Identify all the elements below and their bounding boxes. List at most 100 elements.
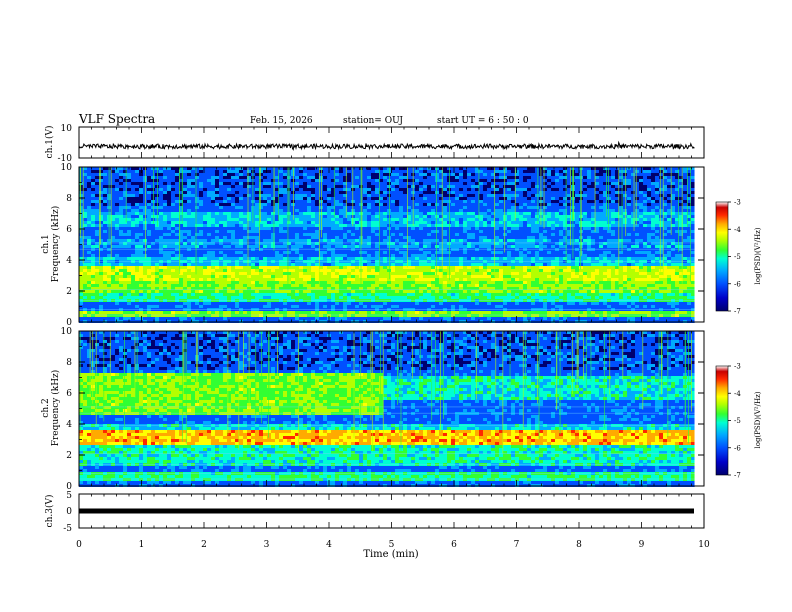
spectrogram-cell [435, 176, 439, 179]
spectrogram-cell [235, 167, 239, 170]
spectrogram-cell [131, 197, 135, 200]
start-ut-label: start UT = 6 : 50 : 0 [437, 116, 529, 126]
spectrogram-cell [235, 245, 239, 248]
spectrogram-cell [99, 311, 103, 314]
spectrogram-cell [359, 290, 363, 293]
spectrogram-cell [203, 314, 207, 317]
spectrogram-cell [287, 233, 291, 236]
spectrogram-cell [383, 194, 387, 197]
spectrogram-cell [191, 218, 195, 221]
spectrogram-cell [227, 170, 231, 173]
spectrogram-cell [175, 176, 179, 179]
spectrogram-cell [327, 233, 331, 236]
spectrogram-cell [447, 194, 451, 197]
spectrogram-cell [319, 179, 323, 182]
spectrogram-cell [243, 185, 247, 188]
spectrogram-cell [155, 281, 159, 284]
spectrogram-cell [363, 275, 367, 278]
spectrogram-cell [435, 281, 439, 284]
spectrogram-cell [175, 203, 179, 206]
spectrogram-cell [427, 257, 431, 260]
spectrogram-cell [171, 302, 175, 305]
spectrogram-cell [339, 284, 343, 287]
spectrogram-cell [447, 248, 451, 251]
spectrogram-cell [267, 224, 271, 227]
spectrogram-cell [291, 269, 295, 272]
spectrogram-cell [339, 188, 343, 191]
spectrogram-cell [95, 248, 99, 251]
spectrogram-cell [87, 305, 91, 308]
spectrogram-cell [223, 215, 227, 218]
spectrogram-cell [83, 170, 87, 173]
spectrogram-cell [103, 236, 107, 239]
spectrogram-cell [247, 230, 251, 233]
spectrogram-cell [451, 176, 455, 179]
spectrogram-cell [151, 266, 155, 269]
spectrogram-cell [415, 278, 419, 281]
spectrogram-cell [435, 206, 439, 209]
spectrogram-cell [163, 212, 167, 215]
spectrogram-cell [427, 305, 431, 308]
spectrogram-cell [407, 272, 411, 275]
spectrogram-cell [335, 287, 339, 290]
spectrogram-cell [139, 170, 143, 173]
spectrogram-cell [283, 203, 287, 206]
spectrogram-cell [167, 182, 171, 185]
spectrogram-cell [223, 203, 227, 206]
spectrogram-cell [439, 221, 443, 224]
spectrogram-cell [223, 179, 227, 182]
spectrogram-cell [267, 248, 271, 251]
spectrogram-cell [263, 296, 267, 299]
spectrogram-cell [307, 245, 311, 248]
spectrogram-cell [419, 236, 423, 239]
spectrogram-cell [315, 305, 319, 308]
spectrogram-cell [179, 203, 183, 206]
spectrogram-cell [347, 170, 351, 173]
spectrogram-cell [315, 263, 319, 266]
spectrogram-cell [283, 191, 287, 194]
spectrogram-cell [135, 254, 139, 257]
spectrogram-cell [387, 302, 391, 305]
spectrogram-cell [311, 197, 315, 200]
spectrogram-cell [383, 167, 387, 170]
spectrogram-cell [447, 278, 451, 281]
spectrogram-cell [355, 248, 359, 251]
spectrogram-cell [87, 311, 91, 314]
spectrogram-cell [319, 254, 323, 257]
spectrogram-cell [175, 233, 179, 236]
spectrogram-cell [191, 290, 195, 293]
spectrogram-cell [435, 302, 439, 305]
spectrogram-cell [271, 215, 275, 218]
spectrogram-cell [259, 254, 263, 257]
spectrogram-cell [111, 230, 115, 233]
spectrogram-cell [303, 185, 307, 188]
spectrogram-cell [183, 194, 187, 197]
spectrogram-cell [391, 266, 395, 269]
spectrogram-cell [163, 242, 167, 245]
spectrogram-cell [87, 185, 91, 188]
spectrogram-cell [223, 302, 227, 305]
spectrogram-cell [427, 281, 431, 284]
spectrogram-cell [195, 266, 199, 269]
spectrogram-cell [127, 197, 131, 200]
spectrogram-cell [275, 200, 279, 203]
spectrogram-cell [367, 191, 371, 194]
spectrogram-cell [399, 197, 403, 200]
spectrogram-cell [163, 185, 167, 188]
spectrogram-cell [435, 224, 439, 227]
spectrogram-cell [247, 218, 251, 221]
spectrogram-cell [451, 212, 455, 215]
spectrogram-cell [255, 179, 259, 182]
spectrogram-cell [127, 215, 131, 218]
spectrogram-cell [399, 173, 403, 176]
spectrogram-cell [115, 314, 119, 317]
spectrogram-cell [127, 275, 131, 278]
spectrogram-cell [331, 278, 335, 281]
spectrogram-cell [423, 212, 427, 215]
spectrogram-cell [283, 167, 287, 170]
spectrogram-cell [95, 254, 99, 257]
spectrogram-cell [243, 275, 247, 278]
spectrogram-cell [391, 254, 395, 257]
spectrogram-cell [311, 227, 315, 230]
spectrogram-cell [123, 179, 127, 182]
